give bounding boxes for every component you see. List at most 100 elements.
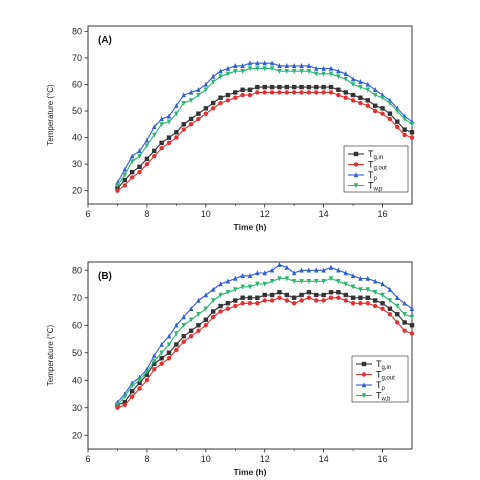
legend-label: Tp xyxy=(368,170,378,182)
data-point xyxy=(122,177,128,183)
data-point xyxy=(372,103,378,108)
data-point xyxy=(306,90,312,95)
data-point xyxy=(181,92,186,98)
data-point xyxy=(188,116,194,122)
data-point xyxy=(395,294,400,300)
y-tick-label: 50 xyxy=(72,348,82,358)
data-point xyxy=(387,298,393,304)
data-point xyxy=(395,124,400,130)
data-point xyxy=(225,301,231,306)
data-point xyxy=(314,279,319,285)
data-point xyxy=(409,135,415,140)
data-point xyxy=(343,292,348,298)
data-point xyxy=(395,119,400,124)
data-point xyxy=(314,90,319,95)
data-point xyxy=(174,111,179,117)
data-point xyxy=(350,301,356,306)
data-point xyxy=(255,281,260,287)
y-tick-label: 70 xyxy=(72,53,82,63)
data-point xyxy=(203,306,209,312)
legend-marker xyxy=(361,372,367,377)
data-point xyxy=(203,292,209,298)
data-point xyxy=(137,148,142,154)
chart-panel-1: 6 8 10 12 14 16 20 30 40 50 60 70 80 Time (h) Temperat… xyxy=(46,25,415,232)
y-tick-label: 30 xyxy=(72,403,82,413)
data-point xyxy=(218,281,223,287)
data-point xyxy=(306,68,312,74)
data-point xyxy=(152,352,157,358)
data-point xyxy=(174,331,179,337)
data-point xyxy=(321,292,326,298)
data-point xyxy=(365,275,371,281)
data-point xyxy=(262,298,267,303)
data-point xyxy=(277,276,282,282)
data-point xyxy=(277,290,282,295)
data-point xyxy=(203,111,209,116)
data-point xyxy=(166,119,172,125)
y-tick-label: 20 xyxy=(72,186,82,196)
data-point xyxy=(122,400,128,405)
y-axis-title: Temperature (°C) xyxy=(46,84,55,146)
data-point xyxy=(218,100,223,106)
data-point xyxy=(115,402,120,408)
data-point xyxy=(181,339,186,344)
data-point xyxy=(188,122,194,127)
data-point xyxy=(196,323,201,328)
data-point xyxy=(166,140,172,146)
data-point xyxy=(277,90,282,95)
data-point xyxy=(159,361,164,366)
data-point xyxy=(372,278,378,284)
data-point xyxy=(247,92,253,98)
data-point xyxy=(380,106,385,111)
data-point xyxy=(402,312,407,318)
data-point xyxy=(336,68,341,74)
data-point xyxy=(210,298,216,304)
data-point xyxy=(328,71,334,77)
chart-panel-2: 6 8 10 12 14 16 20 30 40 50 60 70 80 Time (h) Temperat… xyxy=(46,261,415,477)
data-point xyxy=(299,292,304,298)
data-point xyxy=(358,84,363,90)
data-point xyxy=(291,84,297,90)
data-point xyxy=(336,290,341,295)
series-g-in xyxy=(115,290,415,408)
data-point xyxy=(395,312,400,317)
data-point xyxy=(196,116,201,122)
data-point xyxy=(129,159,135,165)
data-point xyxy=(336,74,341,80)
data-point xyxy=(233,303,238,309)
legend-marker xyxy=(353,162,359,167)
data-point xyxy=(255,66,260,72)
data-point xyxy=(255,90,260,95)
data-point xyxy=(343,298,348,303)
data-point xyxy=(358,287,363,293)
data-point xyxy=(372,108,378,114)
data-point xyxy=(247,301,253,306)
data-point xyxy=(284,63,290,69)
data-point xyxy=(380,292,385,298)
series-g-out xyxy=(115,295,415,410)
data-point xyxy=(218,303,223,309)
data-point xyxy=(210,314,216,320)
data-point xyxy=(350,284,356,290)
data-point xyxy=(395,320,400,325)
legend-marker xyxy=(361,393,367,399)
data-point xyxy=(387,312,393,317)
data-point xyxy=(225,290,231,296)
data-point xyxy=(240,87,245,92)
data-point xyxy=(166,342,172,348)
legend-label: Tg,in xyxy=(368,149,383,161)
data-point xyxy=(203,317,209,322)
data-point xyxy=(269,84,275,90)
data-point xyxy=(218,74,223,80)
data-point xyxy=(122,394,128,400)
y-tick-label: 60 xyxy=(72,320,82,330)
data-point xyxy=(402,132,407,138)
data-point xyxy=(291,301,297,306)
data-point xyxy=(269,90,275,95)
data-point xyxy=(210,73,216,79)
data-point xyxy=(343,270,348,276)
x-tick-label: 6 xyxy=(85,209,90,219)
data-point xyxy=(380,111,385,116)
data-point xyxy=(306,63,312,69)
data-point xyxy=(233,63,238,69)
